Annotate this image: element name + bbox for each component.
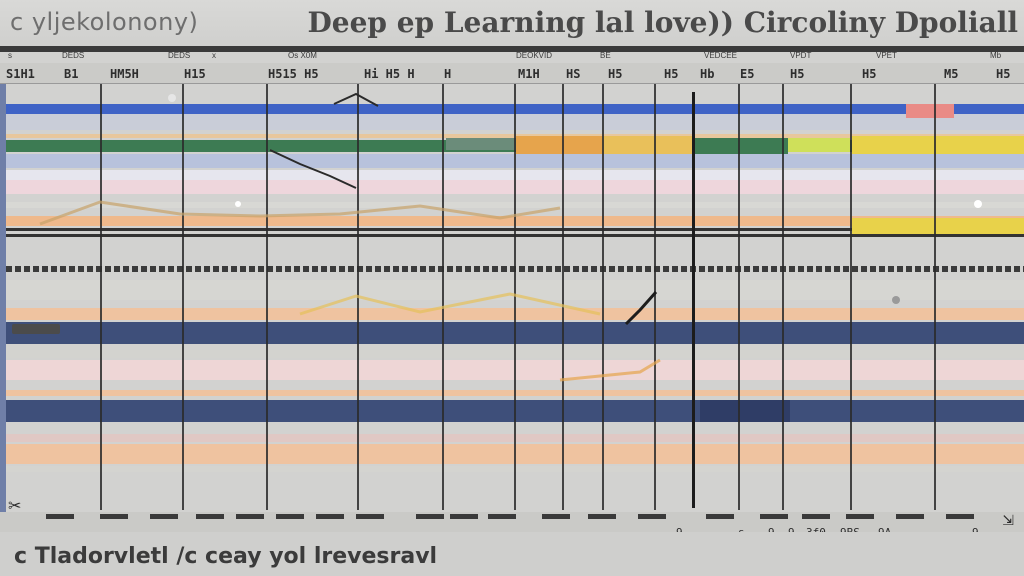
grid-line — [654, 84, 656, 510]
ruler-tick — [638, 514, 666, 519]
side-rail — [0, 84, 6, 524]
track-label[interactable] — [12, 324, 60, 334]
ruler-tick — [846, 514, 874, 519]
header-label: DEDS — [62, 51, 85, 60]
status-text: c Tladorvletl /c ceay yol lrevesravl — [14, 544, 438, 569]
ruler-label: H — [444, 67, 452, 81]
ruler-label: H515 H5 — [268, 67, 319, 81]
ruler-label: HS — [566, 67, 581, 81]
status-bar: c Tladorvletl /c ceay yol lrevesravl — [0, 532, 1024, 576]
ruler-tick — [946, 514, 974, 519]
clip-lime[interactable] — [788, 138, 850, 152]
header-label: Os X0M — [288, 51, 317, 60]
automation-line — [299, 292, 601, 316]
grid-line — [782, 84, 784, 510]
ruler-tick — [542, 514, 570, 519]
clip-coral[interactable] — [906, 104, 954, 118]
keyframe-point — [892, 296, 900, 304]
ruler-label: H5 — [608, 67, 623, 81]
ruler-tick — [488, 514, 516, 519]
clip-dark[interactable] — [446, 138, 516, 150]
grid-line — [934, 84, 936, 510]
scissors-icon[interactable]: ✂ — [8, 498, 22, 515]
ruler-tick — [896, 514, 924, 519]
ruler-tick — [416, 514, 444, 519]
ruler-label: E5 — [740, 67, 755, 81]
ruler-tick — [236, 514, 264, 519]
ruler-label: B1 — [64, 67, 79, 81]
ruler-label: M5 — [944, 67, 959, 81]
automation-line — [269, 149, 357, 189]
ruler-tick — [802, 514, 830, 519]
ruler-tick — [196, 514, 224, 519]
automation-line — [39, 200, 561, 226]
header-label: DEOKVID — [516, 51, 553, 60]
ruler-label: M1H — [518, 67, 540, 81]
grid-line — [100, 84, 102, 510]
grid-line — [850, 84, 852, 510]
ruler-tick — [100, 514, 128, 519]
header-label: s — [8, 51, 12, 60]
grid-line — [182, 84, 184, 510]
keyframe-point — [974, 200, 982, 208]
header-label: x — [212, 51, 216, 60]
resize-grip-icon[interactable]: ⇲ — [1002, 512, 1014, 528]
app-name: c yljekolonony) — [10, 8, 199, 36]
ruler-label: Hb — [700, 67, 715, 81]
header-label: VEDCEE — [704, 51, 737, 60]
ruler-tick — [760, 514, 788, 519]
ruler-label: H5 — [996, 67, 1011, 81]
ruler-tick — [706, 514, 734, 519]
automation-line — [333, 92, 379, 107]
keyframe-point — [235, 201, 241, 207]
header-label: DEDS — [168, 51, 191, 60]
automation-line — [624, 291, 658, 326]
automation-curves — [39, 92, 982, 382]
clip-green[interactable] — [692, 138, 788, 154]
track-header-strip: s DEDS DEDS x Os X0M DEOKVID BE VEDCEE V… — [0, 51, 1024, 62]
header-label: Mb — [990, 51, 1002, 60]
grid-line — [514, 84, 516, 510]
ruler-label: S1H1 — [6, 67, 35, 81]
ruler-label: H5 — [862, 67, 877, 81]
title-bar: c yljekolonony) Deep ep Learning lal lov… — [0, 0, 1024, 48]
header-label: VPET — [876, 51, 897, 60]
lower-ruler: 9 s 9 9 3f0. 9BS. 9A 9 — [0, 512, 1024, 539]
grid-line — [442, 84, 444, 510]
ruler-tick — [450, 514, 478, 519]
ruler-label: HM5H — [110, 67, 139, 81]
ruler-label: Hi H5 H — [364, 67, 415, 81]
ruler-label: H5 — [664, 67, 679, 81]
clip-amber[interactable] — [602, 136, 692, 154]
playhead[interactable] — [692, 92, 695, 508]
clip-navy[interactable] — [700, 400, 790, 422]
ruler-label: H5 — [790, 67, 805, 81]
clip-yellow[interactable] — [852, 218, 1024, 234]
ruler-tick — [588, 514, 616, 519]
clip-yellow[interactable] — [852, 136, 1024, 154]
grid-line — [562, 84, 564, 510]
ruler-tick — [356, 514, 384, 519]
ruler-label: H15 — [184, 67, 206, 81]
clip-amber[interactable] — [516, 136, 602, 154]
automation-line — [559, 358, 661, 382]
grid-line — [602, 84, 604, 510]
ruler-tick — [46, 514, 74, 519]
ruler-tick — [150, 514, 178, 519]
header-label: VPDT — [790, 51, 812, 60]
time-ruler[interactable]: S1H1 B1 HM5H H15 H515 H5 Hi H5 H H M1H H… — [0, 63, 1024, 84]
keyframe-point — [168, 94, 176, 102]
header-label: BE — [600, 51, 611, 60]
ruler-tick — [316, 514, 344, 519]
grid-line — [738, 84, 740, 510]
grid-line — [266, 84, 268, 510]
top-divider — [0, 46, 1024, 52]
timeline-area[interactable] — [0, 84, 1024, 510]
ruler-tick — [276, 514, 304, 519]
document-title: Deep ep Learning lal love)) Circoliny Dp… — [307, 6, 1018, 39]
